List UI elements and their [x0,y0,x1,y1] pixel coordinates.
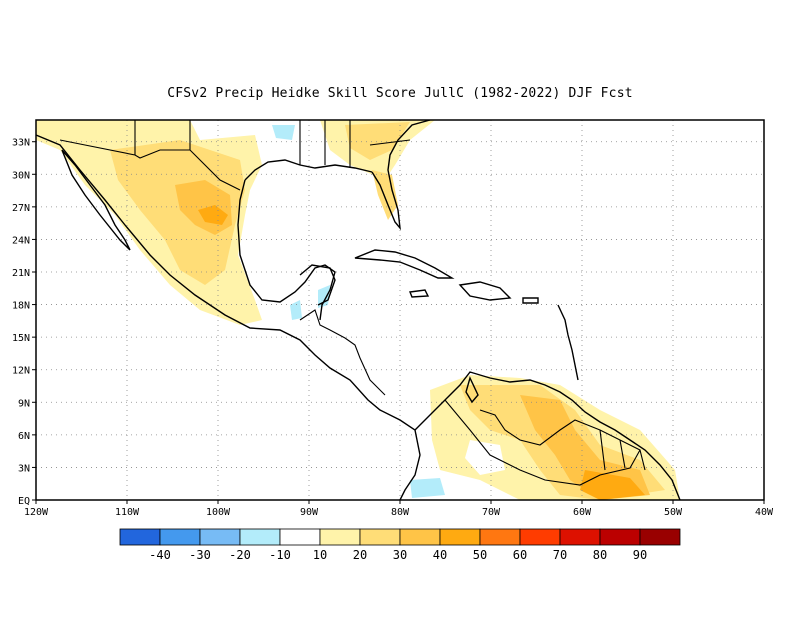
coast-baja [61,149,131,251]
lat-tick-label: 18N [12,301,30,312]
shade-sa-40 [520,395,650,500]
lat-tick-label: 3N [18,463,30,474]
colorbar-label: 60 [513,548,527,562]
coast-yucatan [299,264,336,306]
lon-tick-label: 80W [391,507,410,518]
colorbar-swatch [519,528,561,546]
lon-tick-label: 110W [115,507,140,518]
shade-blue-2 [290,300,302,320]
lon-tick-label: 50W [664,507,683,518]
colorbar-label: 30 [393,548,407,562]
shade-blue-1 [272,125,295,140]
colorbar-label: -40 [149,548,171,562]
coast-pacific [36,134,421,500]
lon-tick-label: 60W [573,507,592,518]
colorbar-label: 50 [473,548,487,562]
border-us-mexico [59,139,241,191]
colorbar-label: -20 [229,548,251,562]
coastlines [36,120,681,500]
shade-sa-white [465,440,505,475]
skill-shading [36,120,680,500]
colorbar-label: 90 [633,548,647,562]
lat-tick-label: EQ [18,496,30,507]
lat-tick-label: 12N [12,366,30,377]
coast-cuba [354,249,455,279]
shade-blue-3 [318,285,330,308]
colorbar-swatch [119,528,161,546]
colorbar-swatch [479,528,521,546]
lat-tick-label: 6N [18,431,30,442]
colorbar-label: 70 [553,548,567,562]
map-title: CFSv2 Precip Heidke Skill Score JullC (1… [167,86,633,101]
colorbar-swatch [559,528,601,546]
lat-tick-label: 30N [12,170,30,181]
colorbar-swatch [359,528,401,546]
shade-blue-4 [410,478,445,498]
lon-tick-label: 70W [482,507,501,518]
shade-sa-50 [580,470,645,500]
lat-tick-label: 24N [12,235,30,246]
colorbar-label: -10 [269,548,291,562]
lat-tick-label: 27N [12,203,30,214]
shade-mexico-50 [198,205,228,225]
colorbar-label: 40 [433,548,447,562]
lat-tick-label: 15N [12,333,30,344]
border-us-states [134,120,411,168]
longitude-labels: 120W 110W 100W 90W 80W 70W 60W 50W 40W [24,500,774,518]
colorbar-swatch [279,528,321,546]
colorbar-swatch [439,528,481,546]
coast-hispaniola [458,281,512,301]
shade-mexico-30 [110,140,245,285]
colorbar-label: -30 [189,548,211,562]
lon-tick-label: 120W [24,507,49,518]
coast-gulf-mexico [237,179,336,321]
colorbar-swatch [239,528,281,546]
coast-jamaica [409,289,430,298]
lon-tick-label: 40W [755,507,774,518]
colorbar-swatch [639,528,681,546]
lon-tick-label: 90W [300,507,319,518]
coast-maracaibo [465,376,479,404]
border-central-america [299,309,386,396]
lat-tick-label: 33N [12,138,30,149]
latitude-labels: EQ 3N 6N 9N 12N 15N 18N 21N 24N 27N 30N 33N [12,138,36,507]
colorbar-swatch [319,528,361,546]
colorbar-swatch [399,528,441,546]
colorbar: -40 -30 -20 -10 10 20 30 40 50 60 70 80 90 [119,528,681,562]
coast-pr [522,297,539,304]
colorbar-label: 80 [593,548,607,562]
colorbar-swatch [599,528,641,546]
coast-antilles [557,304,579,381]
border-sa-countries [444,399,646,486]
lon-tick-label: 100W [206,507,231,518]
colorbar-swatch [199,528,241,546]
colorbar-swatch [159,528,201,546]
shade-seus-30 [345,122,410,160]
country-borders [59,120,646,486]
colorbar-label: 10 [313,548,327,562]
coast-sa-north [414,371,681,500]
coast-florida [371,120,431,231]
lat-tick-label: 9N [18,398,30,409]
lat-tick-label: 21N [12,268,30,279]
colorbar-label: 20 [353,548,367,562]
